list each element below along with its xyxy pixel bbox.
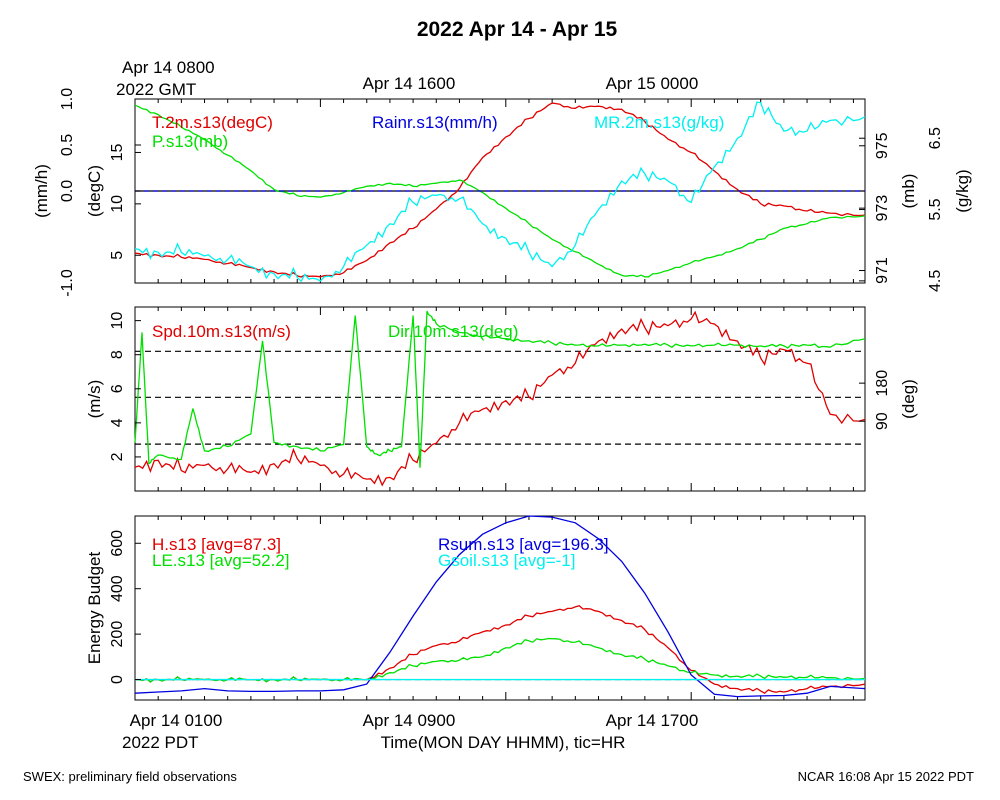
series-line-spd-red [134,310,866,487]
gmt-label-first: Apr 14 0800 [122,58,215,77]
y-tick-label: 4 [109,418,126,427]
y-tick-label: 971 [874,257,891,284]
y-axis-label-energy: Energy Budget [85,551,104,664]
legend-rainrate: Rainr.s13(mm/h) [372,113,498,132]
y-tick-label: 2 [109,452,126,461]
legend-rsum: Rsum.s13 [avg=196.3] [438,535,609,554]
gmt-label-second: Apr 14 1600 [363,74,456,93]
y-tick-label: 973 [874,195,891,222]
y-tick-label: 200 [109,621,126,648]
y-tick-label: 5 [109,251,126,260]
gmt-label-third: Apr 15 0000 [606,74,699,93]
y-tick-label: 0.5 [59,134,76,156]
chart-title: 2022 Apr 14 - Apr 15 [417,18,618,41]
y-axis-label-gkg: (g/kg) [953,169,972,212]
pdt-label-third: Apr 14 1700 [606,711,699,730]
series-line-dir-green [134,310,866,468]
legend-wind-speed: Spd.10m.s13(m/s) [152,322,291,341]
panel-frame [134,515,866,701]
series-line-le-green [135,637,866,683]
legend-gsoil: Gsoil.s13 [avg=-1] [438,551,576,570]
y-tick-label: 400 [109,575,126,602]
panel-top-temperature-pressure: 1.0 0.5 0.0 -1.0 15 10 5 975 973 971 6.5 5.5 4.5 (mm/… [32,88,972,297]
y-tick-label: 1.0 [59,88,76,110]
panel-bottom-energy-budget: 600 400 200 0 Energy Budget H.s13 [avg=87.3]L… [85,515,866,701]
panel-frame [134,306,866,492]
pdt-label-first: Apr 14 0100 [130,711,223,730]
y-tick-label: 975 [874,132,891,159]
y-axis-label-degc: (degC) [85,165,104,217]
y-tick-label: 0 [109,675,126,684]
pdt-label-second: Apr 14 0900 [363,711,456,730]
gmt-label-first-sub: 2022 GMT [116,80,196,99]
y-tick-label: 6.5 [927,127,944,149]
y-tick-label: 8 [109,350,126,359]
y-axis-label-mmh: (mm/h) [32,164,51,218]
legend-latent-heat: LE.s13 [avg=52.2] [152,551,290,570]
y-axis-label-mb: (mb) [899,174,918,209]
legend-wind-direction: Dir.10m.s13(deg) [388,322,518,341]
y-axis-label-ms: (m/s) [85,380,104,419]
series-line-rsum-blue [134,515,866,698]
y-tick-label: 5.5 [927,198,944,220]
legend-sensible-heat: H.s13 [avg=87.3] [152,535,281,554]
y-tick-label: 6 [109,384,126,393]
y-tick-label: 180 [874,370,891,397]
pdt-label-first-sub: 2022 PDT [122,733,199,752]
y-tick-label: 10 [109,195,126,213]
legend-t2m: T.2m.s13(degC) [152,113,273,132]
x-axis-label: Time(MON DAY HHMM), tic=HR [381,733,626,752]
y-tick-label: 600 [109,530,126,557]
footer-right: NCAR 16:08 Apr 15 2022 PDT [798,769,974,784]
panel-middle-wind: 10 8 6 4 2 180 90 (m/s) (deg) Spd.10m.s13(m/s) Dir… [85,306,918,492]
footer-left: SWEX: preliminary field observations [23,769,237,784]
y-tick-label: 10 [109,312,126,330]
y-axis-label-deg: (deg) [899,379,918,419]
legend-pressure: P.s13(mb) [152,132,228,151]
legend-mixing-ratio: MR.2m.s13(g/kg) [594,113,724,132]
y-tick-label: 90 [874,412,891,430]
y-tick-label: 0.0 [59,180,76,202]
y-tick-label: 15 [109,143,126,161]
y-tick-label: -1.0 [59,269,76,297]
y-tick-label: 4.5 [927,270,944,292]
series-line-mr-cyan [134,101,866,283]
series-line-p-green [134,104,866,278]
